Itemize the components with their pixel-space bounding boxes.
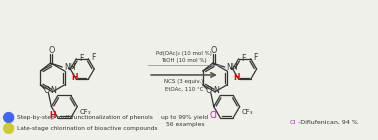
Text: Cl: Cl [209, 111, 217, 120]
Text: N: N [213, 86, 219, 95]
Circle shape [4, 123, 14, 133]
Text: NH: NH [64, 63, 76, 72]
Text: O: O [211, 46, 217, 55]
Text: TsOH (10 mol %): TsOH (10 mol %) [161, 58, 207, 63]
Text: NH: NH [227, 63, 238, 72]
Text: F: F [91, 53, 96, 62]
Text: O: O [43, 86, 50, 95]
Text: up to 99% yield: up to 99% yield [161, 115, 209, 120]
Text: EtOAc, 110 °C: EtOAc, 110 °C [165, 86, 203, 91]
Text: O: O [206, 86, 212, 95]
Text: F: F [79, 54, 84, 63]
Text: Cl: Cl [290, 120, 296, 125]
Text: Step-by-step multifunctionalization of phenols: Step-by-step multifunctionalization of p… [17, 115, 152, 120]
Text: 56 examples: 56 examples [166, 122, 204, 127]
Text: H: H [50, 111, 56, 120]
Text: O: O [48, 46, 54, 55]
Text: CF₃: CF₃ [242, 109, 253, 115]
Text: F: F [242, 54, 246, 63]
Text: H: H [71, 73, 77, 82]
Text: F: F [254, 53, 258, 62]
Text: Pd(OAc)₂ (10 mol %): Pd(OAc)₂ (10 mol %) [156, 51, 212, 56]
Text: CF₃: CF₃ [79, 109, 91, 115]
Text: H: H [234, 73, 240, 82]
Circle shape [4, 113, 14, 122]
Text: Late-stage chlorination of bioactive compounds: Late-stage chlorination of bioactive com… [17, 126, 157, 131]
Text: N: N [51, 86, 56, 95]
Text: -Diflufenican, 94 %: -Diflufenican, 94 % [297, 120, 358, 125]
Text: NCS (3 equiv.): NCS (3 equiv.) [164, 79, 204, 84]
